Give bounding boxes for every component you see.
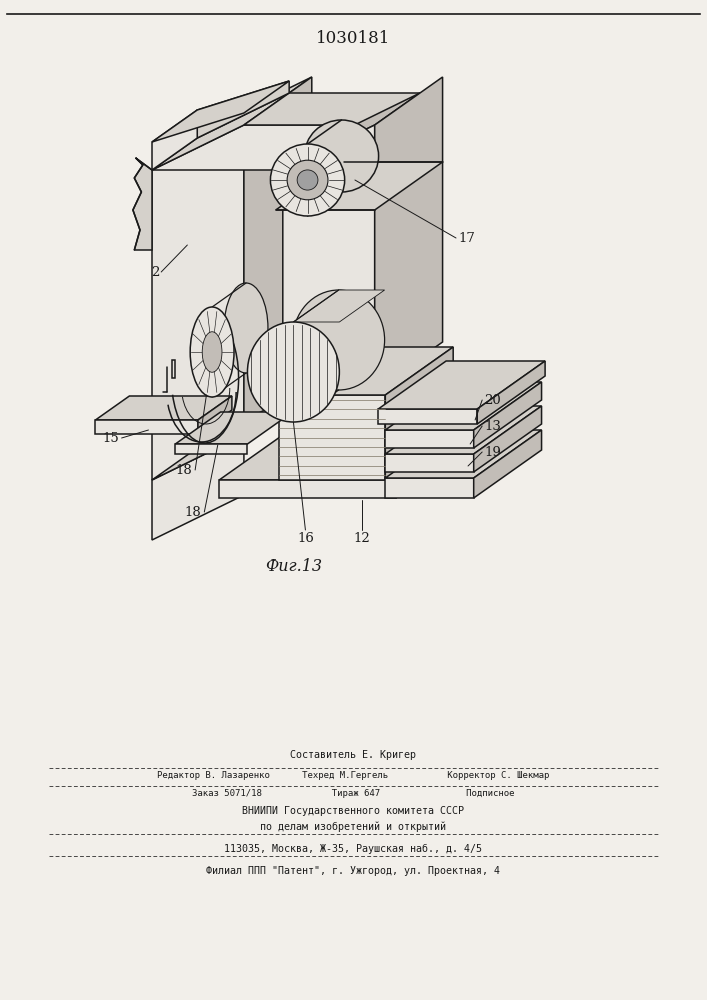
Polygon shape	[95, 420, 198, 434]
Polygon shape	[385, 406, 542, 454]
Polygon shape	[385, 430, 474, 448]
Text: 16: 16	[297, 532, 314, 544]
Polygon shape	[175, 444, 247, 454]
Polygon shape	[283, 93, 420, 170]
Polygon shape	[172, 360, 175, 378]
Polygon shape	[385, 454, 474, 472]
Ellipse shape	[190, 307, 234, 397]
Polygon shape	[276, 162, 443, 210]
Polygon shape	[385, 382, 542, 430]
Text: 15: 15	[102, 432, 119, 444]
Polygon shape	[244, 93, 420, 125]
Polygon shape	[474, 406, 542, 472]
Polygon shape	[152, 387, 312, 480]
Ellipse shape	[287, 160, 328, 200]
Text: Составитель Е. Кригер: Составитель Е. Кригер	[291, 750, 416, 760]
Polygon shape	[385, 430, 542, 478]
Text: 12: 12	[354, 532, 370, 544]
Polygon shape	[198, 396, 232, 434]
Polygon shape	[152, 81, 289, 142]
Ellipse shape	[270, 144, 345, 216]
Text: 1030181: 1030181	[316, 30, 391, 47]
Text: ВНИИПИ Государственного комитета СССР: ВНИИПИ Государственного комитета СССР	[243, 806, 464, 816]
Polygon shape	[95, 396, 232, 420]
Polygon shape	[477, 361, 545, 424]
Polygon shape	[474, 430, 542, 498]
Polygon shape	[133, 158, 152, 250]
Text: 17: 17	[458, 232, 475, 244]
Ellipse shape	[293, 290, 385, 390]
Polygon shape	[197, 81, 289, 138]
Polygon shape	[385, 347, 453, 480]
Text: 2: 2	[151, 265, 159, 278]
Polygon shape	[279, 395, 385, 480]
Polygon shape	[283, 125, 375, 435]
Polygon shape	[378, 409, 477, 424]
Polygon shape	[279, 347, 453, 395]
Polygon shape	[152, 435, 244, 540]
Polygon shape	[175, 412, 293, 444]
Polygon shape	[152, 125, 375, 170]
Polygon shape	[396, 432, 464, 498]
Polygon shape	[244, 77, 312, 435]
Polygon shape	[152, 77, 312, 170]
Text: по делам изобретений и открытий: по делам изобретений и открытий	[260, 822, 447, 832]
Ellipse shape	[224, 283, 268, 373]
Text: Филиал ППП "Патент", г. Ужгород, ул. Проектная, 4: Филиал ППП "Патент", г. Ужгород, ул. Про…	[206, 866, 501, 876]
Ellipse shape	[247, 322, 339, 422]
Text: Заказ 5071/18             Тираж 647                Подписное: Заказ 5071/18 Тираж 647 Подписное	[192, 790, 515, 798]
Polygon shape	[152, 125, 244, 480]
Ellipse shape	[297, 170, 318, 190]
Text: Фиг.13: Фиг.13	[265, 558, 322, 575]
Ellipse shape	[304, 120, 379, 192]
Text: 19: 19	[484, 446, 501, 458]
Text: 113035, Москва, Ж-35, Раушская наб., д. 4/5: 113035, Москва, Ж-35, Раушская наб., д. …	[225, 844, 482, 854]
Ellipse shape	[202, 332, 222, 372]
Text: 20: 20	[484, 393, 501, 406]
Polygon shape	[152, 110, 197, 170]
Text: 18: 18	[175, 464, 192, 477]
Polygon shape	[378, 361, 545, 409]
Text: Редактор В. Лазаренко      Техред М.Гергель           Корректор С. Шекмар: Редактор В. Лазаренко Техред М.Гергель К…	[158, 772, 549, 780]
Polygon shape	[385, 478, 474, 498]
Polygon shape	[293, 290, 385, 322]
Polygon shape	[375, 77, 443, 390]
Polygon shape	[219, 432, 464, 480]
Polygon shape	[152, 93, 289, 170]
Polygon shape	[219, 480, 396, 498]
Text: 13: 13	[484, 420, 501, 432]
Polygon shape	[474, 382, 542, 448]
Text: 18: 18	[185, 506, 201, 518]
